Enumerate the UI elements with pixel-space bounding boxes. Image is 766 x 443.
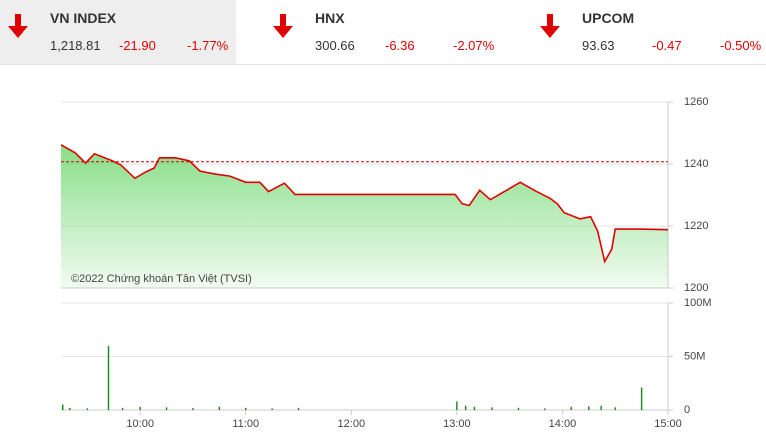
volume-bar (544, 408, 546, 410)
volume-bar (271, 408, 273, 410)
x-tick-label: 13:00 (443, 418, 471, 430)
ticker-name: VN INDEX (50, 10, 117, 26)
ticker[interactable]: VN INDEX 1,218.81 -21.90 -1.77% (0, 0, 236, 64)
down-arrow (540, 14, 560, 38)
volume-bar (107, 345, 110, 410)
volume-bar (491, 407, 493, 410)
volume-bar (139, 406, 141, 410)
arrow-shape (8, 14, 28, 38)
ticker-value: 93.63 (582, 38, 615, 53)
ticker-name: UPCOM (582, 10, 635, 26)
y-tick-label: 1220 (684, 220, 708, 232)
x-tick-label: 14:00 (549, 418, 577, 430)
volume-bar (640, 387, 643, 410)
volume-bar (86, 408, 89, 410)
ticker-change: -6.36 (385, 38, 415, 53)
ticker[interactable]: UPCOM 93.63 -0.47 -0.50% (532, 0, 766, 64)
y-tick-label: 1240 (684, 158, 708, 170)
down-arrow (273, 14, 293, 38)
volume-bar (588, 406, 590, 410)
volume-bar (165, 407, 168, 410)
x-tick-label: 10:00 (126, 418, 154, 430)
down-arrow (8, 14, 28, 38)
ticker-percent: -1.77% (187, 38, 229, 53)
y-tick-label: 100M (684, 297, 712, 309)
arrow-shape (540, 14, 560, 38)
x-tick-label: 15:00 (654, 418, 682, 430)
y-tick-label: 1200 (684, 282, 708, 294)
volume-bar (570, 406, 572, 410)
volume-bar (218, 406, 221, 410)
ticker-bar: VN INDEX 1,218.81 -21.90 -1.77% HNX 300.66 -6.… (0, 0, 766, 65)
volume-bar (456, 401, 458, 410)
volume-bar (121, 407, 124, 410)
volume-bar (192, 408, 194, 410)
volume-bar (473, 406, 476, 410)
y-tick-label: 50M (684, 350, 705, 362)
x-tick-label: 11:00 (232, 418, 259, 430)
arrow-shape (273, 14, 293, 38)
volume-bar (62, 404, 64, 410)
ticker-change: -0.47 (652, 38, 682, 53)
volume-bar (464, 405, 467, 410)
y-tick-label: 1260 (684, 96, 708, 108)
volume-bar (297, 407, 300, 410)
watermark: ©2022 Chứng khoán Tân Việt (TVSI) (71, 273, 252, 285)
ticker-value: 300.66 (315, 38, 355, 53)
x-tick-label: 12:00 (338, 418, 366, 430)
volume-bar (517, 407, 520, 410)
price-line (60, 144, 669, 264)
volume-bar (614, 407, 616, 410)
ticker-change: -21.90 (119, 38, 156, 53)
y-tick-label: 0 (684, 404, 690, 416)
area-fill (61, 144, 668, 288)
volume-bar (245, 407, 247, 410)
ticker-percent: -2.07% (453, 38, 495, 53)
ticker-value: 1,218.81 (50, 38, 101, 53)
ticker[interactable]: HNX 300.66 -6.36 -2.07% (265, 0, 532, 64)
ticker-percent: -0.50% (720, 38, 762, 53)
volume-bar (69, 407, 71, 410)
ticker-name: HNX (315, 10, 345, 26)
volume-bar (600, 405, 602, 410)
